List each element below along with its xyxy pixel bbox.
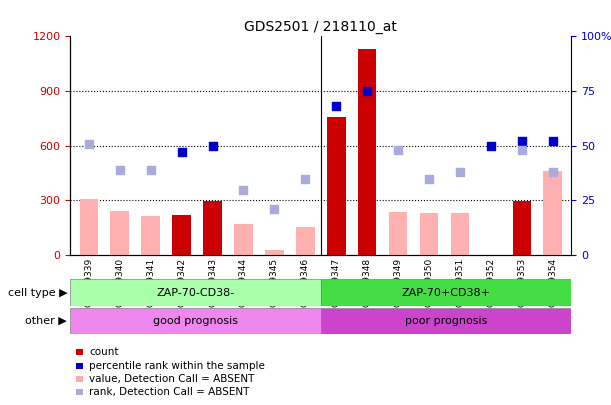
Bar: [389, 212, 408, 255]
Point: [269, 206, 279, 213]
Point: [517, 147, 527, 153]
Bar: [234, 224, 253, 255]
Point: [548, 169, 558, 175]
Point: [548, 138, 558, 145]
Text: ZAP-70-CD38-: ZAP-70-CD38-: [156, 288, 235, 298]
Point: [115, 166, 125, 173]
Text: poor prognosis: poor prognosis: [405, 316, 487, 326]
Bar: [141, 216, 160, 255]
Point: [208, 143, 218, 149]
Point: [393, 147, 403, 153]
Title: GDS2501 / 218110_at: GDS2501 / 218110_at: [244, 20, 397, 34]
Point: [331, 103, 341, 110]
Bar: [203, 201, 222, 255]
Bar: [296, 227, 315, 255]
Bar: [358, 49, 376, 255]
Bar: [172, 215, 191, 255]
Point: [177, 149, 186, 156]
Point: [362, 88, 372, 94]
Point: [486, 143, 496, 149]
Bar: [79, 199, 98, 255]
Bar: [327, 117, 345, 255]
Bar: [70, 308, 321, 334]
Point: [517, 138, 527, 145]
Text: cell type ▶: cell type ▶: [7, 288, 67, 298]
Bar: [321, 308, 571, 334]
Point: [455, 169, 465, 175]
Bar: [111, 211, 129, 255]
Bar: [543, 171, 562, 255]
Point: [238, 186, 248, 193]
Bar: [513, 201, 531, 255]
Bar: [420, 213, 438, 255]
Point: [301, 175, 310, 182]
Bar: [321, 279, 571, 306]
Text: percentile rank within the sample: percentile rank within the sample: [89, 361, 265, 371]
Bar: [451, 213, 469, 255]
Text: other ▶: other ▶: [26, 316, 67, 326]
Bar: [70, 279, 321, 306]
Text: ZAP-70+CD38+: ZAP-70+CD38+: [401, 288, 491, 298]
Point: [424, 175, 434, 182]
Text: value, Detection Call = ABSENT: value, Detection Call = ABSENT: [89, 374, 254, 384]
Text: good prognosis: good prognosis: [153, 316, 238, 326]
Point: [84, 141, 93, 147]
Bar: [265, 249, 284, 255]
Text: rank, Detection Call = ABSENT: rank, Detection Call = ABSENT: [89, 388, 249, 397]
Text: count: count: [89, 347, 119, 357]
Point: [146, 166, 156, 173]
